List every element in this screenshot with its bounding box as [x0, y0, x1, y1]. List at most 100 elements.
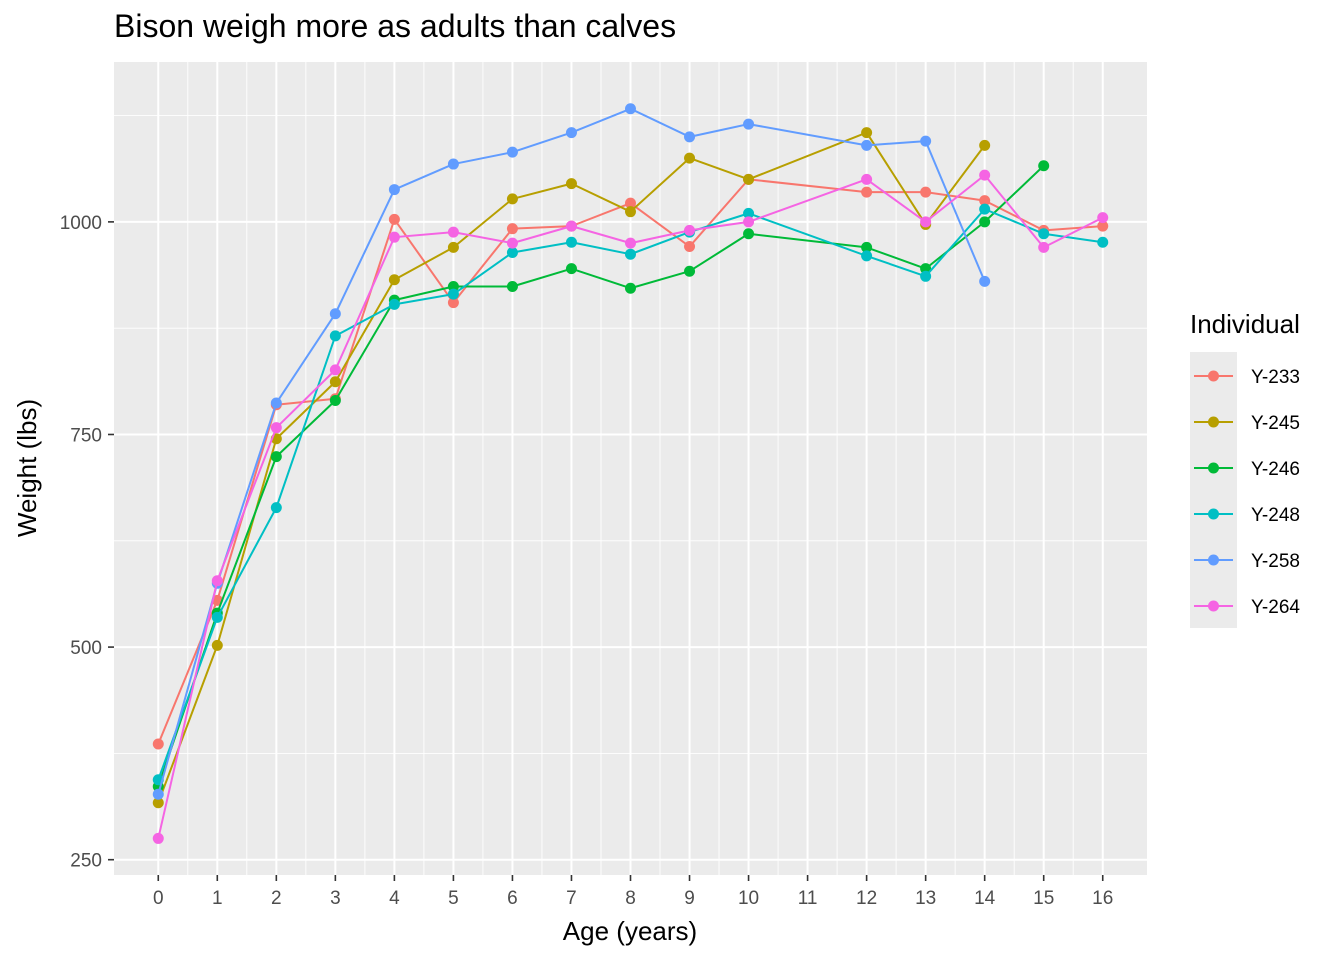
data-point: [388, 184, 400, 196]
legend-key-point: [1208, 600, 1219, 612]
data-point: [684, 131, 696, 143]
data-point: [329, 330, 341, 342]
data-point: [506, 193, 518, 205]
x-tick-label: 9: [684, 888, 695, 909]
data-point: [979, 169, 991, 181]
major-gridlines: [114, 62, 1147, 875]
data-point: [329, 308, 341, 320]
data-point: [211, 639, 223, 651]
data-point: [920, 270, 932, 282]
data-point: [861, 139, 873, 151]
legend-label: Y-233: [1251, 367, 1300, 388]
data-point: [270, 451, 282, 463]
data-point: [979, 139, 991, 151]
x-tick-label: 6: [507, 888, 518, 909]
x-tick-label: 5: [448, 888, 459, 909]
legend-label: Y-258: [1251, 551, 1300, 572]
series-line: [157, 208, 1103, 781]
data-point: [861, 127, 873, 139]
data-point: [920, 186, 932, 198]
data-point: [152, 738, 164, 750]
series-line: [157, 131, 986, 804]
chart-title: Bison weigh more as adults than calves: [114, 8, 677, 44]
data-point: [684, 241, 696, 253]
y-tick-label: 500: [70, 638, 102, 659]
x-tick-label: 14: [974, 888, 996, 909]
data-point: [625, 206, 636, 218]
data-point: [743, 118, 755, 130]
x-tick-label: 11: [798, 888, 818, 909]
y-tick-label: 1000: [60, 213, 102, 234]
data-point: [743, 228, 755, 240]
data-point: [211, 611, 223, 623]
legend-key-background: [1190, 352, 1237, 628]
legend-key-point: [1208, 508, 1219, 520]
data-point: [388, 274, 400, 286]
data-point: [329, 364, 341, 376]
legend-label: Y-245: [1251, 413, 1300, 434]
data-point: [388, 231, 400, 243]
data-point: [1097, 236, 1109, 248]
x-tick-label: 4: [389, 888, 400, 909]
data-point: [506, 281, 518, 293]
x-tick-label: 13: [915, 888, 936, 909]
data-point: [684, 152, 696, 164]
data-point: [920, 263, 932, 275]
legend-label: Y-248: [1251, 505, 1300, 526]
data-point: [270, 502, 282, 514]
data-point: [447, 226, 459, 238]
data-point: [625, 103, 636, 115]
x-tick-label: 12: [856, 888, 877, 909]
data-point: [565, 263, 577, 275]
data-point: [506, 223, 518, 235]
data-point: [506, 237, 518, 249]
data-point: [447, 288, 459, 300]
legend-title: Individual: [1190, 309, 1300, 339]
data-point: [1038, 241, 1050, 253]
data-point: [1097, 220, 1109, 232]
data-point: [152, 832, 164, 844]
data-point: [329, 376, 341, 388]
series-y-258: [152, 103, 991, 800]
data-point: [920, 135, 932, 147]
x-axis-title: Age (years): [563, 916, 697, 946]
data-point: [447, 158, 459, 170]
series-line: [157, 178, 1103, 745]
series-line: [157, 174, 1104, 839]
legend-item: Y-248: [1194, 505, 1300, 526]
minor-gridlines: [114, 62, 1147, 875]
data-point: [506, 146, 518, 158]
series-y-245: [152, 127, 991, 809]
legend-label: Y-264: [1251, 597, 1300, 618]
data-point: [270, 422, 282, 434]
axis-ticks: [108, 221, 1104, 881]
legend-key-point: [1208, 462, 1219, 474]
data-point: [979, 216, 991, 228]
legend-item: Y-258: [1194, 551, 1300, 572]
data-point: [388, 298, 400, 310]
series-layer: [152, 103, 1109, 844]
data-point: [152, 797, 164, 809]
data-point: [625, 282, 636, 294]
data-point: [447, 241, 459, 253]
x-tick-label: 2: [271, 888, 282, 909]
legend-item: Y-246: [1194, 459, 1300, 480]
data-point: [565, 178, 577, 190]
legend-item: Y-245: [1194, 413, 1300, 434]
data-point: [447, 297, 459, 309]
y-tick-label: 250: [70, 851, 102, 872]
y-tick-label: 750: [70, 425, 102, 446]
data-point: [329, 394, 341, 406]
x-tick-label: 3: [330, 888, 341, 909]
legend: Individual Y-233 Y-245 Y-246 Y-248 Y-258 Y-26…: [1190, 309, 1300, 628]
data-point: [743, 216, 755, 228]
x-tick-label: 1: [212, 888, 223, 909]
data-point: [211, 575, 223, 587]
x-tick-label: 7: [566, 888, 577, 909]
legend-key-point: [1208, 370, 1219, 382]
y-axis-title: Weight (lbs): [12, 399, 42, 537]
data-point: [565, 127, 577, 139]
x-tick-label: 0: [153, 888, 164, 909]
